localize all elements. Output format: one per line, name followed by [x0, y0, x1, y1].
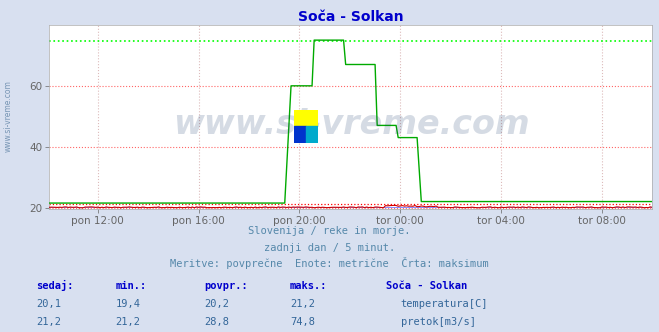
- Bar: [294, 110, 306, 126]
- Title: Soča - Solkan: Soča - Solkan: [298, 10, 404, 24]
- Text: www.si-vreme.com: www.si-vreme.com: [173, 108, 529, 141]
- Text: Slovenija / reke in morje.: Slovenija / reke in morje.: [248, 226, 411, 236]
- Text: 21,2: 21,2: [290, 299, 315, 309]
- Text: temperatura[C]: temperatura[C]: [401, 299, 488, 309]
- Text: 19,4: 19,4: [115, 299, 140, 309]
- Text: min.:: min.:: [115, 281, 146, 291]
- Bar: [306, 110, 318, 126]
- Text: 20,2: 20,2: [204, 299, 229, 309]
- Text: 21,2: 21,2: [115, 317, 140, 327]
- Text: Meritve: povprečne  Enote: metrične  Črta: maksimum: Meritve: povprečne Enote: metrične Črta:…: [170, 257, 489, 269]
- Text: sedaj:: sedaj:: [36, 280, 74, 291]
- Bar: [294, 126, 306, 143]
- Text: povpr.:: povpr.:: [204, 281, 248, 291]
- Text: 28,8: 28,8: [204, 317, 229, 327]
- Text: 20,1: 20,1: [36, 299, 61, 309]
- Text: pretok[m3/s]: pretok[m3/s]: [401, 317, 476, 327]
- Text: maks.:: maks.:: [290, 281, 328, 291]
- Text: 74,8: 74,8: [290, 317, 315, 327]
- Text: 21,2: 21,2: [36, 317, 61, 327]
- Text: zadnji dan / 5 minut.: zadnji dan / 5 minut.: [264, 243, 395, 253]
- Bar: [306, 126, 318, 143]
- Text: www.si-vreme.com: www.si-vreme.com: [3, 80, 13, 152]
- Text: Soča - Solkan: Soča - Solkan: [386, 281, 467, 291]
